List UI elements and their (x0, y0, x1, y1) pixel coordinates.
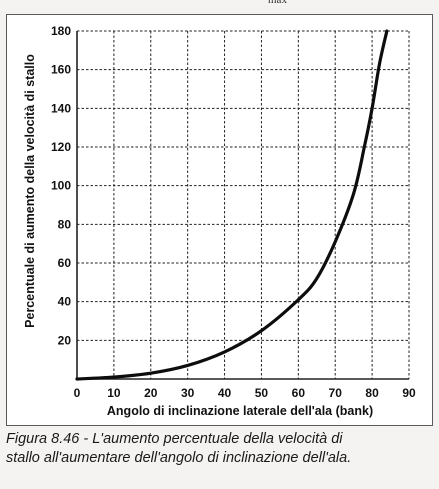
y-axis-label: Percentuale di aumento della velocità di… (23, 54, 37, 328)
x-tick-label: 80 (365, 386, 379, 400)
x-tick-label: 20 (144, 386, 158, 400)
x-tick-label: 90 (402, 386, 416, 400)
x-axis-label: Angolo di inclinazione laterale dell'ala… (107, 404, 373, 418)
y-tick-labels: 20 40 60 80 100 120 140 160 180 (51, 24, 71, 347)
y-tick-label: 20 (58, 333, 72, 347)
caption-line-1: Figura 8.46 - L'aumento percentuale dell… (6, 431, 343, 447)
x-tick-label: 40 (218, 386, 232, 400)
x-tick-labels: 0 10 20 30 40 50 60 70 80 90 (74, 386, 416, 400)
chart: 20 40 60 80 100 120 140 160 180 0 10 20 30 40 50 60 70 8… (23, 24, 416, 418)
chart-frame: 20 40 60 80 100 120 140 160 180 0 10 20 30 40 50 60 70 8… (6, 14, 433, 426)
y-tick-label: 60 (58, 256, 72, 270)
caption-line-2: stallo all'aumentare dell'angolo di incl… (6, 450, 352, 466)
series-line (75, 29, 389, 381)
y-tick-label: 120 (51, 140, 71, 154)
x-tick-label: 30 (181, 386, 195, 400)
figure-caption: Figura 8.46 - L'aumento percentuale dell… (6, 430, 435, 468)
x-tick-label: 0 (74, 386, 81, 400)
x-tick-label: 60 (292, 386, 306, 400)
x-tick-label: 70 (329, 386, 343, 400)
grid (76, 30, 410, 380)
y-tick-label: 40 (58, 295, 72, 309)
y-tick-label: 80 (58, 217, 72, 231)
y-tick-label: 160 (51, 63, 71, 77)
y-tick-label: 140 (51, 101, 71, 115)
x-tick-label: 10 (107, 386, 121, 400)
y-tick-label: 100 (51, 179, 71, 193)
y-tick-label: 180 (51, 24, 71, 38)
top-cropped-text: max (268, 0, 287, 6)
x-tick-label: 50 (255, 386, 269, 400)
